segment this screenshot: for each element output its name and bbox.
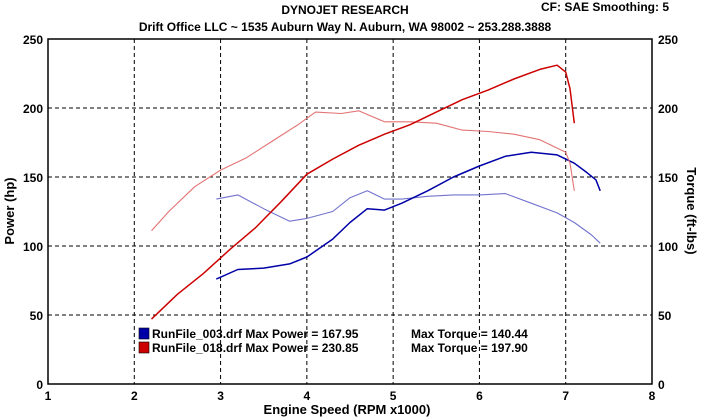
legend-torque-1: Max Torque = 197.90 xyxy=(411,341,528,355)
y-tick-label-left-2: 100 xyxy=(23,240,43,254)
y-tick-label-right-0: 0 xyxy=(658,378,665,392)
y-tick-label-left-3: 150 xyxy=(23,171,43,185)
y-tick-label-right-2: 100 xyxy=(658,240,678,254)
y-tick-label-left-4: 200 xyxy=(23,102,43,116)
chart-title: DYNOJET RESEARCH xyxy=(281,3,408,17)
series-layer xyxy=(150,64,601,320)
corner-label: CF: SAE Smoothing: 5 xyxy=(541,0,669,14)
x-tick-label-3: 4 xyxy=(304,389,311,403)
x-tick-label-6: 7 xyxy=(562,389,569,403)
power-line-series-1 xyxy=(150,64,576,320)
x-tick-label-4: 5 xyxy=(390,389,397,403)
x-tick-label-2: 3 xyxy=(217,389,224,403)
y-tick-label-right-3: 150 xyxy=(658,171,678,185)
y-tick-label-left-1: 50 xyxy=(30,309,44,323)
plot-frame xyxy=(47,38,653,385)
legend: RunFile_003.drf Max Power = 167.95 Max To… xyxy=(138,327,528,355)
y-tick-label-right-1: 50 xyxy=(658,309,672,323)
x-tick-label-7: 8 xyxy=(649,389,656,403)
y-axis-label-right: Torque (ft-lbs) xyxy=(684,167,699,254)
legend-text-0: RunFile_003.drf Max Power = 167.95 xyxy=(152,327,359,341)
legend-torque-0: Max Torque = 140.44 xyxy=(411,327,528,341)
grid xyxy=(48,39,652,384)
torque-line-series-0 xyxy=(216,190,601,244)
torque-line-series-1 xyxy=(151,110,575,232)
y-tick-label-left-5: 250 xyxy=(23,33,43,47)
chart-subtitle: Drift Office LLC ~ 1535 Auburn Way N. Au… xyxy=(139,20,552,34)
legend-swatch-1 xyxy=(138,341,150,354)
legend-text-1: RunFile_018.drf Max Power = 230.85 xyxy=(152,341,359,355)
x-tick-label-1: 2 xyxy=(131,389,138,403)
x-tick-label-5: 6 xyxy=(476,389,483,403)
x-axis-label: Engine Speed (RPM x1000) xyxy=(264,402,431,417)
power-line-series-0 xyxy=(215,151,601,280)
x-tick-label-0: 1 xyxy=(45,389,52,403)
y-axis-label-left: Power (hp) xyxy=(2,177,17,244)
y-tick-label-right-5: 250 xyxy=(658,33,678,47)
legend-swatch-0 xyxy=(138,327,150,340)
y-tick-label-right-4: 200 xyxy=(658,102,678,116)
y-tick-label-left-0: 0 xyxy=(36,378,43,392)
